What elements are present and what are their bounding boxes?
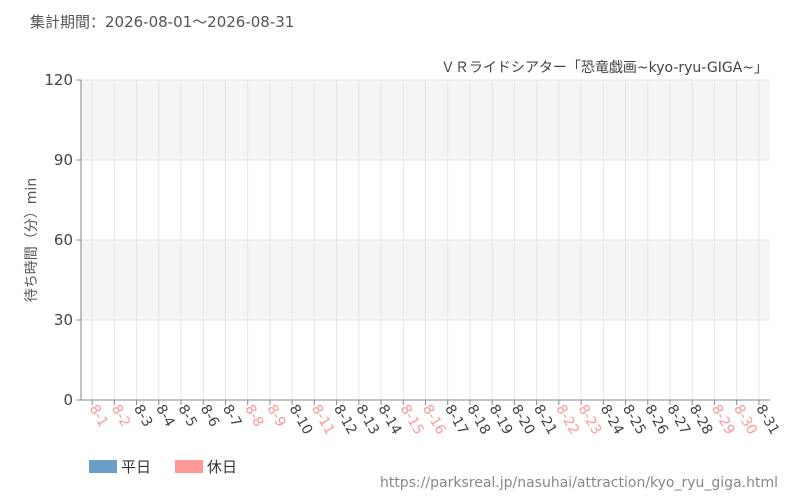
legend-label: 平日 — [121, 458, 151, 476]
x-tick-label: 8-2 — [108, 402, 133, 430]
y-tick-label: 120 — [44, 71, 73, 89]
legend-label: 休日 — [207, 458, 237, 476]
legend-swatch — [175, 460, 203, 473]
x-tick-label: 8-3 — [130, 402, 155, 430]
x-tick-label: 8-6 — [197, 402, 222, 430]
period-header: 集計期間：2026-08-01～2026-08-31 — [30, 13, 294, 31]
y-axis-label: 待ち時間（分）min — [24, 178, 40, 302]
y-tick-label: 30 — [54, 311, 73, 329]
source-url: https://parksreal.jp/nasuhai/attraction/… — [380, 475, 778, 491]
x-tick-label: 8-9 — [263, 402, 288, 430]
legend-swatch — [89, 460, 117, 473]
x-tick-label: 8-8 — [241, 402, 266, 430]
y-tick-label: 60 — [54, 231, 73, 249]
x-tick-label: 8-5 — [175, 402, 200, 430]
x-tick-label: 8-4 — [152, 402, 177, 430]
y-tick-label: 90 — [54, 151, 73, 169]
y-tick-label: 0 — [63, 391, 73, 409]
x-tick-label: 8-7 — [219, 402, 244, 430]
x-tick-label: 8-1 — [86, 402, 111, 430]
x-tick-label: 8-31 — [752, 402, 782, 438]
chart-title: ＶＲライドシアター「恐竜戯画~kyo-ryu-GIGA~」 — [441, 59, 768, 76]
